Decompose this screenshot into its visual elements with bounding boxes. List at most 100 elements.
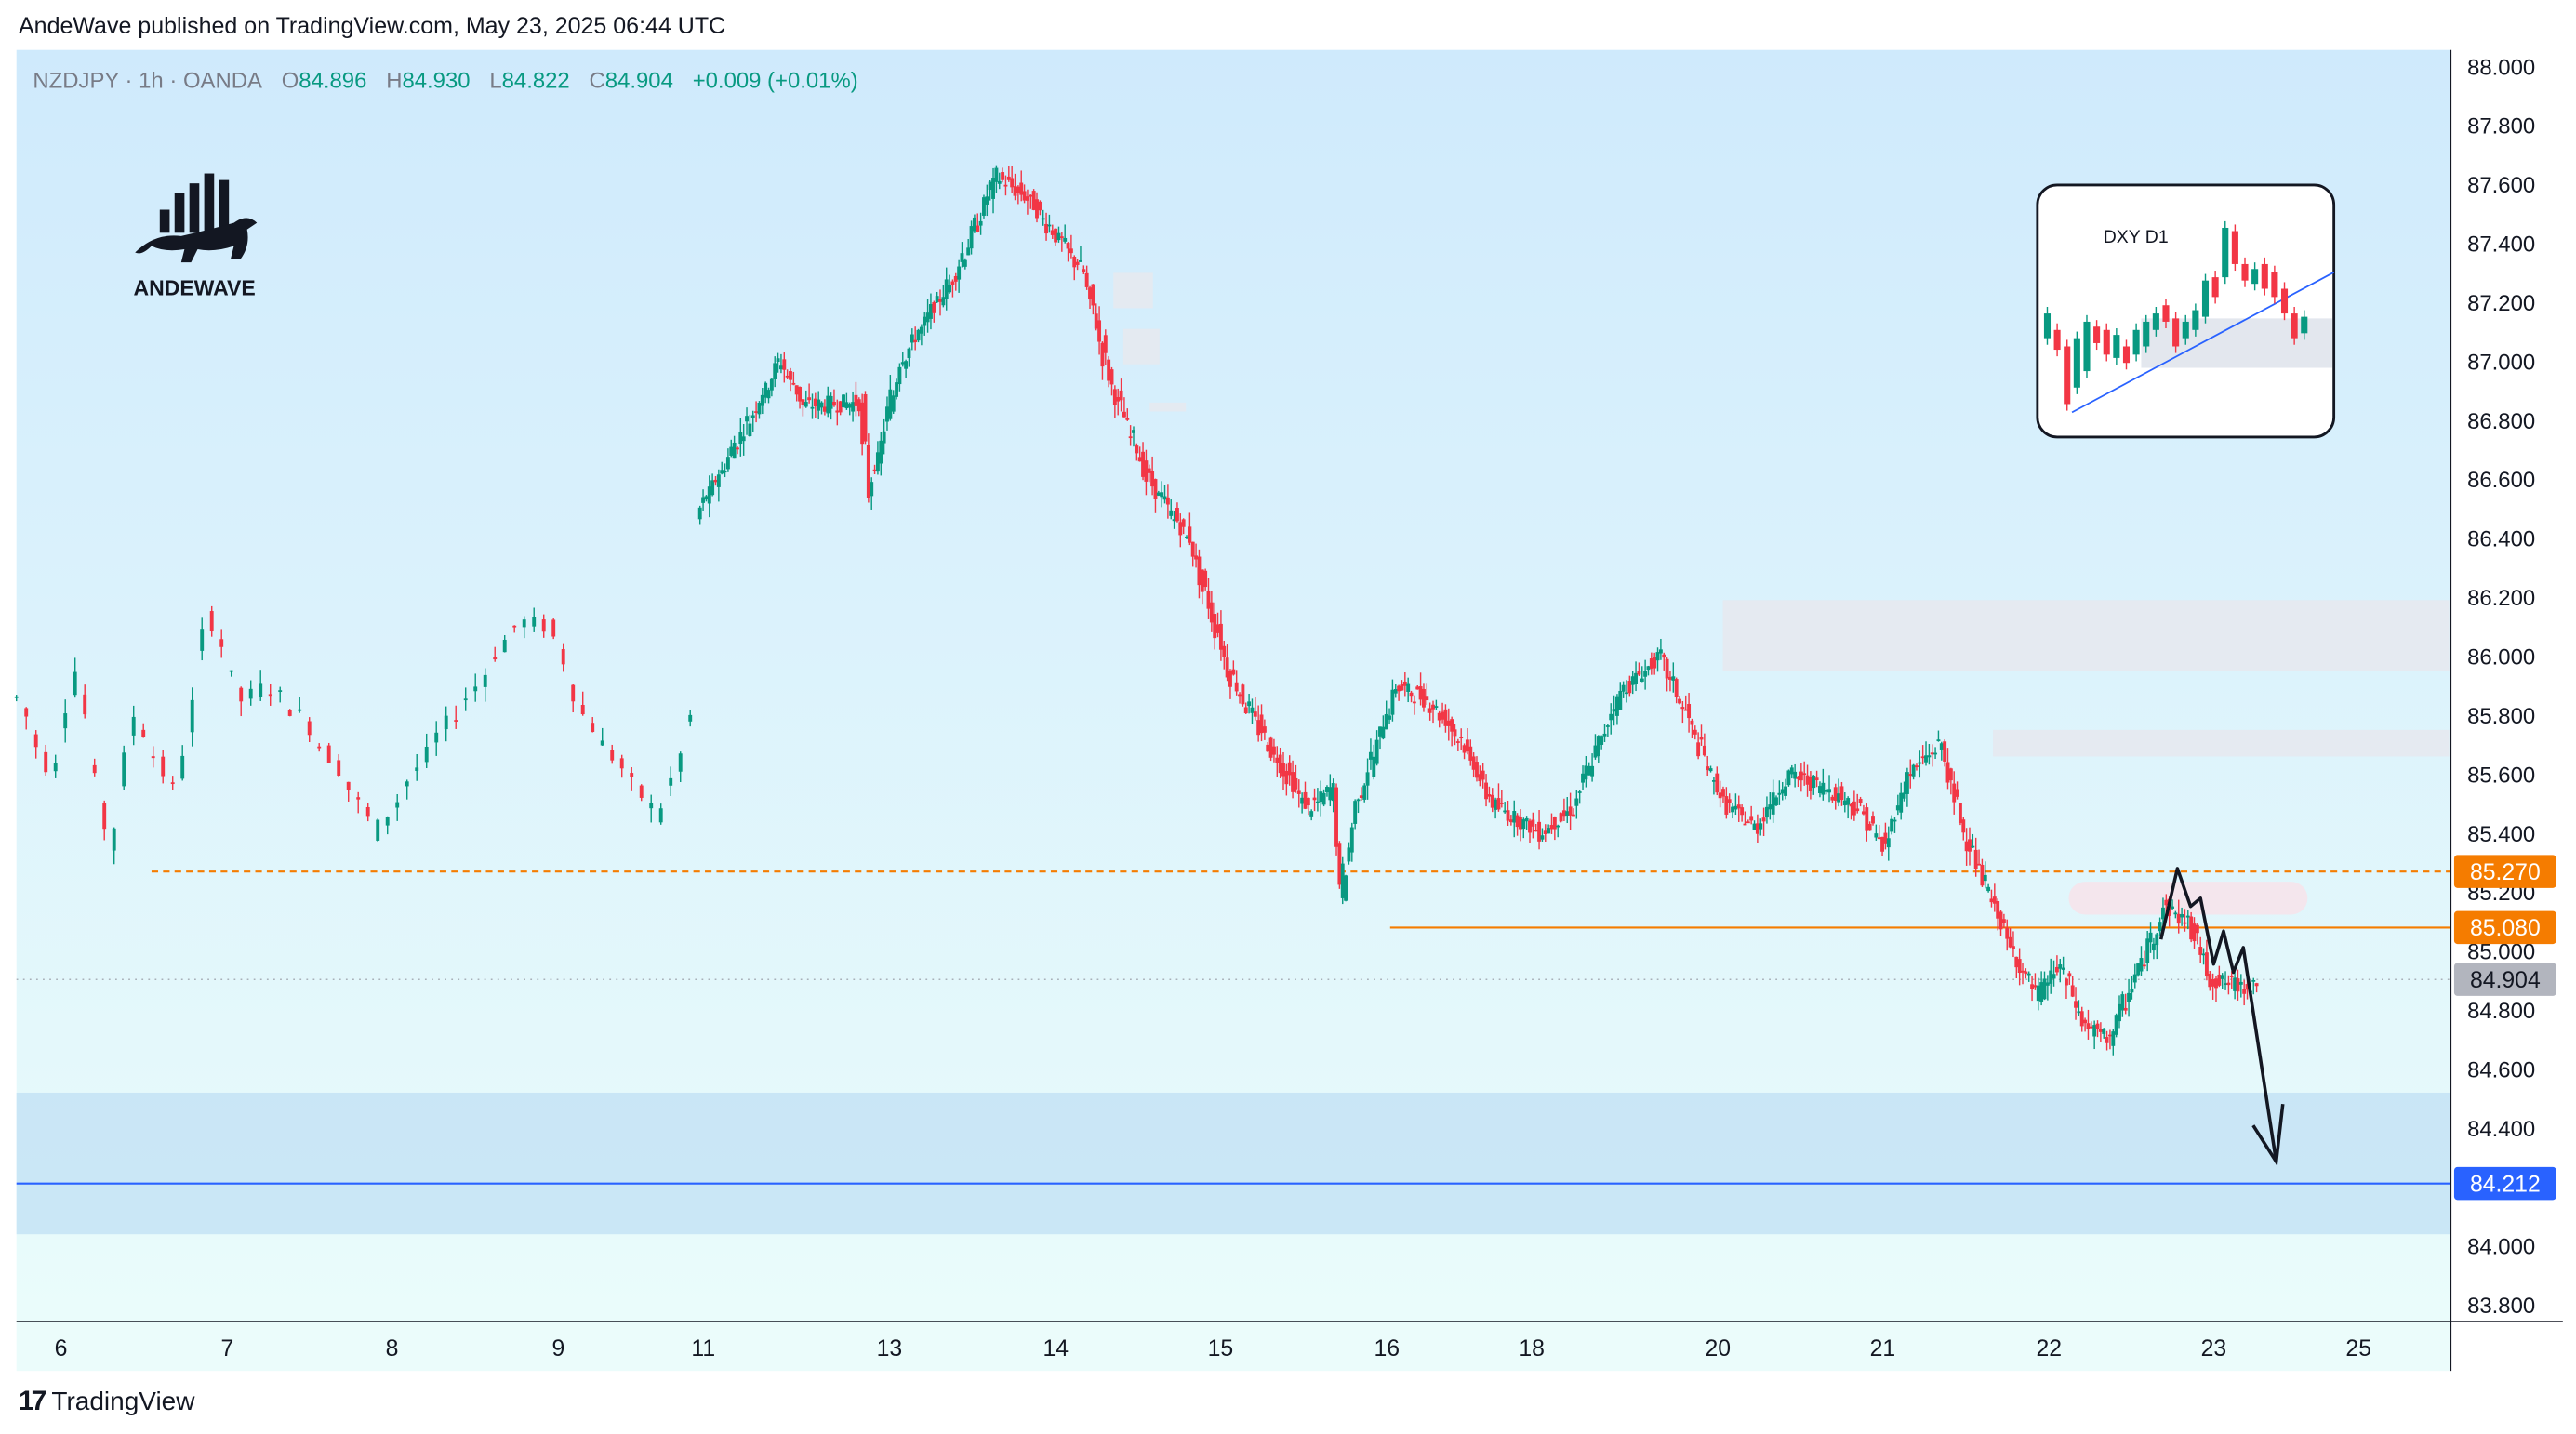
candle-body xyxy=(1874,833,1879,838)
candle-body xyxy=(944,279,949,299)
candle-body xyxy=(209,611,214,632)
candle-body xyxy=(2226,982,2231,986)
x-tick-label: 11 xyxy=(691,1336,715,1361)
candle-body xyxy=(1793,771,1798,779)
symbol-name: NZDJPY · 1h · OANDA xyxy=(33,68,262,93)
candle-body xyxy=(1384,713,1388,730)
candle-body xyxy=(2083,1019,2088,1024)
candle-body xyxy=(1349,827,1354,853)
candle-body xyxy=(969,226,974,249)
inset-title: DXY D1 xyxy=(2104,227,2169,247)
candle-body xyxy=(2118,1003,2121,1022)
candle-body xyxy=(1653,657,1657,669)
candle-body xyxy=(1325,787,1329,792)
open-value: 84.896 xyxy=(299,68,366,93)
candles-layer xyxy=(14,165,2259,1056)
candle-body xyxy=(1412,701,1416,704)
close-label: C xyxy=(590,68,605,93)
inset-candle-body xyxy=(2073,338,2080,388)
candle-body xyxy=(1388,715,1392,720)
candle-body xyxy=(1625,692,1628,695)
x-tick-label: 6 xyxy=(55,1336,68,1361)
candle-body xyxy=(1453,729,1457,737)
inset-candle-body xyxy=(2132,329,2140,355)
supply-zone xyxy=(1149,402,1187,412)
candle-body xyxy=(1814,777,1819,781)
candle-body xyxy=(1172,519,1176,522)
price-label-text: 85.080 xyxy=(2470,916,2541,941)
x-tick-label: 14 xyxy=(1042,1336,1069,1361)
candle-body xyxy=(826,395,830,414)
candle-body xyxy=(860,402,865,445)
candle-body xyxy=(1278,754,1282,774)
candle-body xyxy=(1556,825,1560,828)
candle-body xyxy=(1259,714,1264,734)
candle-body xyxy=(1515,815,1520,828)
candle-body xyxy=(807,397,812,401)
candle-body xyxy=(1637,671,1641,675)
candle-body xyxy=(1596,736,1600,757)
candle-body xyxy=(1281,763,1285,777)
candle-body xyxy=(190,699,194,733)
candle-body xyxy=(619,758,624,769)
candle-body xyxy=(600,740,604,746)
candle-body xyxy=(1565,811,1570,816)
candle-body xyxy=(1833,787,1838,801)
y-tick-label: 86.000 xyxy=(2467,644,2535,670)
candle-body xyxy=(778,365,783,370)
inset-candle-body xyxy=(2211,277,2219,298)
candle-body xyxy=(988,181,992,191)
inset-candle-body xyxy=(2192,310,2199,330)
candle-body xyxy=(2229,976,2234,977)
candle-body xyxy=(885,406,889,422)
candle-body xyxy=(866,445,870,498)
candle-body xyxy=(1777,792,1782,795)
candle-body xyxy=(1614,696,1619,716)
candle-body xyxy=(630,773,634,777)
inset-candles xyxy=(2043,220,2308,411)
candle-body xyxy=(2180,914,2184,918)
candle-body xyxy=(1824,790,1828,792)
inset-candle-body xyxy=(2103,329,2110,355)
candle-body xyxy=(1153,479,1158,499)
candle-body xyxy=(982,197,986,216)
candle-body xyxy=(1986,886,1991,892)
candle-body xyxy=(1920,756,1925,759)
price-label-text: 84.212 xyxy=(2470,1172,2541,1197)
candle-body xyxy=(268,694,272,697)
candle-body xyxy=(1918,762,1922,764)
candle-body xyxy=(1892,819,1897,822)
candle-body xyxy=(551,619,556,637)
candle-body xyxy=(1830,796,1835,801)
candle-body xyxy=(395,802,400,808)
inset-candle-body xyxy=(2122,346,2131,364)
candle-body xyxy=(919,326,923,334)
candle-body xyxy=(1593,745,1598,758)
inset-trendline xyxy=(2071,272,2335,414)
candle-body xyxy=(669,777,673,786)
candle-body xyxy=(895,382,898,397)
candle-body xyxy=(1275,757,1280,763)
candle-body xyxy=(1708,768,1713,772)
candle-body xyxy=(1895,805,1900,811)
candle-body xyxy=(512,625,517,628)
candle-body xyxy=(141,729,146,737)
candle-body xyxy=(1943,741,1947,762)
candle-body xyxy=(803,402,808,407)
candle-body xyxy=(1431,704,1435,710)
candle-body xyxy=(1799,771,1803,781)
open-label: O xyxy=(282,68,299,93)
candle-body xyxy=(151,756,155,759)
candle-body xyxy=(925,312,930,323)
candle-body xyxy=(847,404,852,408)
candle-body xyxy=(1075,261,1080,265)
candle-body xyxy=(2033,985,2038,988)
candle-body xyxy=(1727,799,1732,803)
price-label-box xyxy=(2453,910,2556,945)
candle-body xyxy=(1107,359,1111,381)
candle-body xyxy=(434,732,439,743)
candle-body xyxy=(1508,819,1513,823)
candle-body xyxy=(1309,811,1314,817)
inset-candle-body xyxy=(2113,335,2120,358)
